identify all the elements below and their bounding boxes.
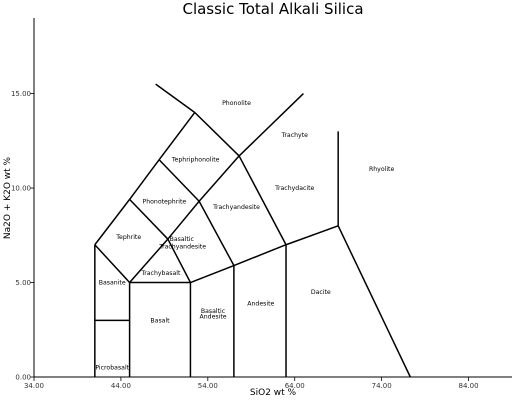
field-label-rhyolite: Rhyolite (369, 166, 395, 173)
field-boundary-line (198, 200, 235, 266)
field-label-tephriphonolite: Tephriphonolite (171, 157, 220, 164)
field-label-trachydacite: Trachydacite (274, 185, 314, 192)
field-boundary-line (155, 83, 196, 114)
field-label-andesite: Andesite (199, 314, 226, 321)
field-label-basanite: Basanite (99, 280, 126, 287)
field-boundary-line (233, 244, 287, 267)
field-boundary-line (94, 198, 131, 246)
x-axis-label: SiO2 wt % (250, 388, 297, 398)
field-boundary-line (190, 264, 235, 284)
field-label-picrobasalt: Picrobasalt (95, 365, 129, 372)
field-label-andesite: Andesite (247, 300, 274, 307)
x-tick-label: 84.00 (459, 382, 479, 390)
field-boundary-line (238, 93, 304, 157)
y-tick-label: 0.00 (15, 374, 31, 382)
y-tick-label: 5.00 (15, 279, 31, 287)
field-boundary-line (128, 159, 160, 200)
y-axis-label: Na2O + K2O wt % (3, 156, 13, 239)
y-tick-label: 15.00 (11, 90, 31, 98)
field-boundary-line (158, 112, 196, 161)
field-boundary-line (94, 244, 131, 284)
field-boundary-line (167, 238, 192, 283)
x-tick-label: 74.00 (372, 382, 392, 390)
field-boundary-line (158, 159, 200, 202)
plot-area: 34.00 44.00 54.00 64.00 74.00 84.00 0.00 5.00 10… (11, 18, 512, 390)
field-boundary-line (285, 225, 339, 246)
field-label-dacite: Dacite (311, 289, 331, 296)
field-labels: Phonolite Trachyte Tephriphonolite Phonotep… (95, 100, 394, 372)
x-tick-label: 44.00 (111, 382, 131, 390)
field-boundaries (94, 83, 411, 378)
field-label-tephrite: Tephrite (115, 234, 141, 241)
x-tick-label: 34.00 (24, 382, 44, 390)
field-label-basalt: Basalt (150, 317, 170, 324)
field-label-phonolite: Phonolite (222, 100, 251, 107)
y-tick-label: 10.00 (11, 185, 31, 193)
chart-title: Classic Total Alkali Silica (182, 0, 363, 18)
field-boundary-line (198, 155, 240, 202)
field-label-trachybasalt: Trachybasalt (140, 270, 181, 277)
field-label-basaltic: Basaltic (170, 236, 195, 243)
field-label-phonotephrite: Phonotephrite (142, 198, 186, 205)
axis-ticks: 34.00 44.00 54.00 64.00 74.00 84.00 0.00 5.00 10… (11, 90, 479, 390)
field-boundary-line (238, 155, 287, 246)
x-tick-label: 54.00 (198, 382, 218, 390)
field-boundary-line (129, 198, 169, 240)
field-label-basaltic: Basaltic (201, 308, 226, 315)
field-boundary-line (167, 200, 200, 240)
field-label-trachyte: Trachyte (281, 132, 309, 139)
field-label-trachyandesite: Trachyandesite (158, 244, 206, 251)
field-boundary-line (194, 111, 240, 157)
field-label-trachyandesite: Trachyandesite (212, 204, 260, 211)
x-tick-label: 64.00 (285, 382, 305, 390)
field-boundary-line (129, 238, 169, 284)
field-boundary-line (337, 225, 411, 378)
